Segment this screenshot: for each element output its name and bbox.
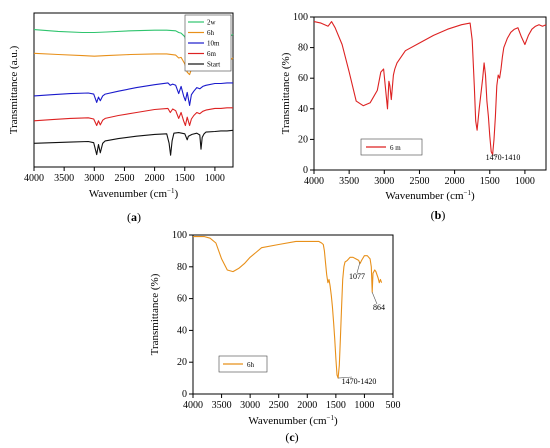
panel-c-xlabel: Wavenumber (cm−1) — [248, 414, 338, 427]
xlabel-close: ) — [175, 188, 179, 200]
panel-a-x-tick-label: 2000 — [145, 173, 165, 184]
panel-c-caption: (c) — [285, 430, 298, 444]
caption-paren: ) — [295, 430, 299, 444]
panel-a-x-tick-label: 3000 — [84, 173, 104, 184]
panel-b-x-tick-label: 2500 — [409, 176, 429, 187]
panel-b-x-tick-label: 3000 — [374, 176, 394, 187]
panel-c-series-6h — [193, 236, 383, 379]
panel-c-annotation-label: 1470-1420 — [342, 377, 377, 386]
panel-c-y-tick-label: 60 — [177, 294, 187, 305]
panel-b-y-tick-label: 100 — [293, 12, 308, 23]
panel-c-x-tick-label: 2000 — [297, 400, 317, 411]
xlabel-superscript: −1 — [327, 414, 335, 422]
panel-b-y-tick-label: 60 — [298, 73, 308, 84]
panel-c-x-tick-label: 3000 — [240, 400, 260, 411]
caption-paren: ( — [127, 210, 131, 224]
panel-c-x-tick-label: 2500 — [269, 400, 289, 411]
panel-a-legend-label: 6m — [207, 50, 217, 58]
panel-a-legend-label: 10m — [207, 40, 220, 48]
panel-b-legend-label: 6 m — [390, 144, 401, 152]
panel-c-y-tick-label: 20 — [177, 357, 187, 368]
panel-b-x-tick-label: 2000 — [445, 176, 465, 187]
panel-b-x-tick-label: 4000 — [304, 176, 324, 187]
panel-a-x-tick-label: 3500 — [54, 173, 74, 184]
panel-c-annotation-leader — [371, 292, 378, 305]
panel-c-x-tick-label: 500 — [386, 400, 401, 411]
panel-a-legend-label: 2w — [207, 19, 217, 27]
caption-letter: b — [435, 208, 442, 222]
panel-a-x-tick-label: 4000 — [24, 173, 44, 184]
panel-c-annotation-leader — [338, 376, 353, 379]
panel-a-x-tick-label: 1000 — [205, 173, 225, 184]
panel-c-annotation-label: 1077 — [349, 272, 365, 281]
panel-c-ylabel: Transmittance (%) — [149, 273, 161, 355]
panel-c-y-tick-label: 0 — [182, 389, 187, 400]
panel-c-x-tick-label: 4000 — [183, 400, 203, 411]
panel-a-series-start — [33, 129, 234, 156]
caption-paren: ( — [431, 208, 435, 222]
panel-b-annotation-leader — [492, 154, 498, 158]
panel-b-xlabel: Wavenumber (cm−1) — [385, 189, 475, 202]
panel-c-frame — [192, 234, 394, 395]
panel-c-x-tick-label: 3500 — [212, 400, 232, 411]
panel-a-caption: (a) — [127, 210, 141, 224]
panel-c-x-tick-label: 1000 — [354, 400, 374, 411]
panel-a-frame — [33, 12, 234, 168]
panel-c-y-tick-label: 80 — [177, 262, 187, 273]
panel-a-x-tick-label: 1500 — [175, 173, 195, 184]
caption-letter: c — [289, 430, 295, 444]
panel-a-legend-label: Start — [207, 61, 220, 69]
panel-b-legend-box — [360, 138, 423, 156]
panel-b-x-tick-label: 1500 — [480, 176, 500, 187]
caption-paren: ( — [285, 430, 289, 444]
panel-b-ylabel: Transmittance (%) — [280, 52, 292, 134]
panel-b-y-tick-label: 20 — [298, 134, 308, 145]
panel-c-y-tick-label: 100 — [172, 230, 187, 241]
xlabel-superscript: −1 — [464, 189, 472, 197]
panel-a-series-6m — [33, 107, 233, 127]
panel-c-y-tick-label: 40 — [177, 325, 187, 336]
panel-c-annotation-label: 864 — [373, 303, 385, 312]
panel-c-legend-label: 6h — [247, 361, 255, 369]
panel-b-series-6m — [313, 21, 547, 156]
xlabel-superscript: −1 — [167, 187, 175, 195]
panel-b-caption: (b) — [431, 208, 446, 222]
panel-b-y-tick-label: 40 — [298, 104, 308, 115]
panel-a-xlabel: Wavenumber (cm−1) — [89, 187, 179, 200]
xlabel-close: ) — [471, 190, 475, 202]
caption-paren: ) — [137, 210, 141, 224]
caption-paren: ) — [441, 208, 445, 222]
panel-a-legend-label: 6h — [207, 29, 215, 37]
panel-b-y-tick-label: 0 — [303, 165, 308, 176]
panel-b-annotation-label: 1470-1410 — [486, 153, 521, 162]
panel-a-ylabel: Transmittance (a.u.) — [8, 45, 20, 134]
panel-b-x-tick-label: 1000 — [515, 176, 535, 187]
panel-c-x-tick-label: 1500 — [326, 400, 346, 411]
panel-b-frame — [313, 16, 547, 171]
panel-b-y-tick-label: 80 — [298, 43, 308, 54]
panel-a-series-10m — [33, 82, 233, 106]
panel-c-annotation-leader — [356, 261, 361, 274]
xlabel-close: ) — [334, 415, 338, 427]
caption-letter: a — [131, 210, 137, 224]
panel-b-x-tick-label: 3500 — [339, 176, 359, 187]
panel-a-x-tick-label: 2500 — [114, 173, 134, 184]
